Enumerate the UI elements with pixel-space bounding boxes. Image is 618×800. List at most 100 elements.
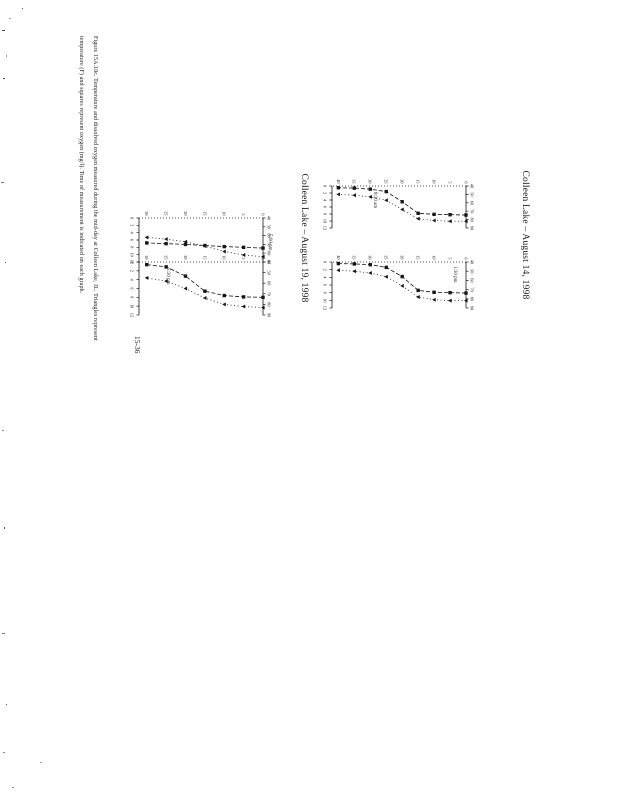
svg-text:4: 4	[130, 279, 135, 282]
svg-text:10: 10	[130, 304, 135, 308]
svg-text:10: 10	[222, 255, 227, 259]
svg-text:15: 15	[202, 255, 207, 259]
svg-text:25: 25	[384, 179, 389, 183]
page-number: 15-36	[133, 336, 142, 354]
chart-aug14-profile-1: 40 50 60 70 80 90 0 2 4 6 8 10 12 0 5 10 15 20 25 30 35 40 8:3…	[308, 148, 480, 232]
svg-text:4: 4	[130, 232, 135, 235]
svg-text:0: 0	[323, 185, 328, 187]
caption-line-2: temperature (F) and squares represent ox…	[78, 36, 84, 294]
svg-text:0: 0	[463, 257, 468, 259]
svg-text:90: 90	[267, 313, 272, 317]
svg-text:60: 60	[470, 278, 475, 282]
svg-text:0: 0	[260, 213, 265, 215]
svg-text:40: 40	[267, 260, 272, 264]
svg-text:30: 30	[368, 255, 373, 259]
svg-text:15: 15	[202, 211, 207, 215]
svg-text:50: 50	[470, 269, 475, 273]
caption-line-1: Figure 15A.10c. Temperature and dissolve…	[92, 36, 98, 341]
time-of-measurement-label: 5:00 pm	[267, 234, 272, 251]
svg-text:80: 80	[470, 218, 475, 222]
svg-text:50: 50	[470, 192, 475, 196]
svg-text:25: 25	[164, 211, 169, 215]
svg-text:10: 10	[431, 255, 436, 259]
svg-text:12: 12	[130, 260, 135, 264]
svg-text:50: 50	[267, 225, 272, 229]
svg-text:50: 50	[267, 271, 272, 275]
svg-text:10: 10	[130, 253, 135, 257]
svg-text:10: 10	[323, 219, 328, 223]
svg-text:30: 30	[144, 211, 149, 215]
svg-text:20: 20	[400, 255, 405, 259]
svg-text:40: 40	[336, 179, 341, 183]
svg-text:60: 60	[267, 281, 272, 285]
svg-text:0: 0	[260, 257, 265, 259]
svg-text:20: 20	[183, 211, 188, 215]
svg-text:80: 80	[267, 302, 272, 306]
depth-profile-svg: 40 50 60 70 80 90 0 2 4 6 8 10 12 0 5 10 15 20 25 30 35 40 8:3…	[323, 179, 475, 230]
svg-text:70: 70	[267, 242, 272, 246]
svg-text:70: 70	[470, 209, 475, 213]
svg-text:2: 2	[130, 270, 135, 272]
svg-text:15: 15	[416, 179, 421, 183]
svg-text:8: 8	[130, 296, 135, 298]
svg-text:8: 8	[323, 292, 328, 294]
time-of-measurement-label: 8:30 am	[372, 192, 377, 208]
svg-text:12: 12	[130, 313, 135, 317]
svg-text:5: 5	[241, 257, 246, 259]
svg-text:40: 40	[470, 184, 475, 188]
figure-title-aug19: Colleen Lake – August 19, 1998	[299, 173, 309, 303]
svg-text:5: 5	[447, 257, 452, 259]
svg-text:2: 2	[130, 224, 135, 226]
svg-text:60: 60	[470, 201, 475, 205]
time-of-measurement-label: 1:30 pm	[452, 266, 457, 283]
svg-text:90: 90	[470, 226, 475, 230]
svg-text:70: 70	[470, 288, 475, 292]
svg-text:6: 6	[323, 284, 328, 286]
svg-text:15: 15	[416, 255, 421, 259]
time-of-measurement-label: 5:30 pm	[165, 268, 170, 285]
depth-profile-svg: 40 50 60 70 80 90 0 2 4 6 8 10 12 0 5 10 15 20 25 30 35 40 1:3…	[323, 255, 475, 310]
svg-text:20: 20	[400, 179, 405, 183]
svg-text:4: 4	[323, 199, 328, 202]
svg-text:12: 12	[323, 306, 328, 310]
svg-text:40: 40	[470, 260, 475, 264]
svg-text:10: 10	[323, 298, 328, 302]
chart-aug14-profile-2: 40 50 60 70 80 90 0 2 4 6 8 10 12 0 5 10 15 20 25 30 35 40 1:3…	[308, 238, 480, 312]
svg-text:90: 90	[267, 260, 272, 264]
svg-text:10: 10	[222, 211, 227, 215]
svg-text:35: 35	[352, 255, 357, 259]
svg-text:60: 60	[267, 234, 272, 238]
chart-aug19-profile-1: 40 50 60 70 80 90 0 2 4 6 8 10 12 0 5 10 15 20 25 30 5:00 pm	[127, 200, 277, 264]
svg-text:35: 35	[352, 179, 357, 183]
svg-text:5: 5	[447, 181, 452, 183]
svg-text:8: 8	[130, 246, 135, 248]
svg-text:10: 10	[431, 179, 436, 183]
svg-text:20: 20	[183, 255, 188, 259]
svg-text:80: 80	[267, 251, 272, 255]
chart-aug19-profile-2: 40 50 60 70 80 90 0 2 4 6 8 10 12 0 5 10 15 20 25 30 5:30 pm	[127, 250, 277, 317]
svg-text:25: 25	[384, 255, 389, 259]
svg-text:2: 2	[323, 192, 328, 194]
svg-text:6: 6	[130, 287, 135, 289]
figure-title-aug14: Colleen Lake – August 14, 1998	[520, 170, 530, 300]
svg-text:90: 90	[470, 306, 475, 310]
svg-text:5: 5	[241, 213, 246, 215]
svg-text:40: 40	[267, 216, 272, 220]
svg-text:4: 4	[323, 276, 328, 279]
svg-text:0: 0	[130, 217, 135, 219]
svg-text:25: 25	[164, 255, 169, 259]
svg-text:30: 30	[144, 255, 149, 259]
svg-text:40: 40	[336, 255, 341, 259]
svg-text:6: 6	[323, 206, 328, 208]
svg-text:0: 0	[130, 261, 135, 263]
svg-text:6: 6	[130, 239, 135, 241]
svg-text:70: 70	[267, 292, 272, 296]
svg-text:8: 8	[323, 213, 328, 215]
svg-text:30: 30	[368, 179, 373, 183]
svg-text:80: 80	[470, 297, 475, 301]
svg-text:12: 12	[323, 226, 328, 230]
svg-text:0: 0	[463, 181, 468, 183]
